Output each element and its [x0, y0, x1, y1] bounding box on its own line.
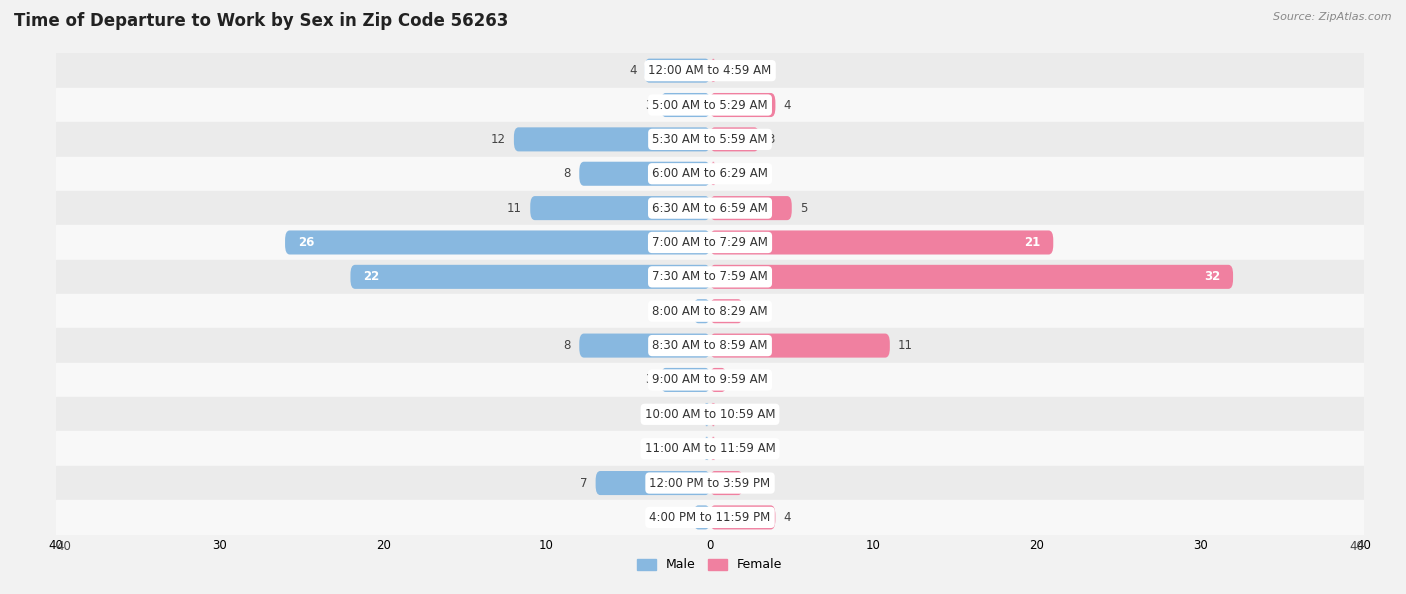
Bar	[56, 363, 1364, 397]
FancyBboxPatch shape	[644, 59, 710, 83]
Text: 26: 26	[298, 236, 315, 249]
FancyBboxPatch shape	[710, 93, 776, 117]
Text: 4: 4	[783, 511, 792, 524]
Bar	[56, 431, 1364, 466]
Text: 40: 40	[1348, 540, 1364, 553]
Text: 1: 1	[678, 305, 686, 318]
Text: 40: 40	[56, 540, 72, 553]
FancyBboxPatch shape	[710, 334, 890, 358]
FancyBboxPatch shape	[710, 437, 717, 461]
Bar	[56, 53, 1364, 88]
Bar	[56, 225, 1364, 260]
Text: 8: 8	[564, 339, 571, 352]
Text: 4: 4	[628, 64, 637, 77]
Text: 11: 11	[508, 201, 522, 214]
FancyBboxPatch shape	[710, 505, 776, 529]
Text: 7:30 AM to 7:59 AM: 7:30 AM to 7:59 AM	[652, 270, 768, 283]
Text: Source: ZipAtlas.com: Source: ZipAtlas.com	[1274, 12, 1392, 22]
FancyBboxPatch shape	[579, 162, 710, 186]
Text: 12:00 PM to 3:59 PM: 12:00 PM to 3:59 PM	[650, 476, 770, 489]
Text: 32: 32	[1204, 270, 1220, 283]
Text: 1: 1	[734, 374, 742, 387]
Bar	[56, 260, 1364, 294]
FancyBboxPatch shape	[350, 265, 710, 289]
Text: 12:00 AM to 4:59 AM: 12:00 AM to 4:59 AM	[648, 64, 772, 77]
Text: 4:00 PM to 11:59 PM: 4:00 PM to 11:59 PM	[650, 511, 770, 524]
Text: 0: 0	[718, 408, 725, 421]
FancyBboxPatch shape	[710, 299, 742, 323]
Text: 2: 2	[751, 305, 758, 318]
Text: 9:00 AM to 9:59 AM: 9:00 AM to 9:59 AM	[652, 374, 768, 387]
FancyBboxPatch shape	[703, 402, 710, 426]
Text: 5:30 AM to 5:59 AM: 5:30 AM to 5:59 AM	[652, 133, 768, 146]
Text: 8:00 AM to 8:29 AM: 8:00 AM to 8:29 AM	[652, 305, 768, 318]
FancyBboxPatch shape	[703, 437, 710, 461]
FancyBboxPatch shape	[710, 127, 759, 151]
Bar	[56, 500, 1364, 535]
Bar	[56, 328, 1364, 363]
Text: 6:30 AM to 6:59 AM: 6:30 AM to 6:59 AM	[652, 201, 768, 214]
FancyBboxPatch shape	[693, 505, 710, 529]
FancyBboxPatch shape	[579, 334, 710, 358]
FancyBboxPatch shape	[285, 230, 710, 254]
FancyBboxPatch shape	[515, 127, 710, 151]
Legend: Male, Female: Male, Female	[633, 554, 787, 576]
Text: 0: 0	[695, 442, 702, 455]
Text: 7:00 AM to 7:29 AM: 7:00 AM to 7:29 AM	[652, 236, 768, 249]
FancyBboxPatch shape	[661, 93, 710, 117]
Text: Time of Departure to Work by Sex in Zip Code 56263: Time of Departure to Work by Sex in Zip …	[14, 12, 509, 30]
Bar	[56, 88, 1364, 122]
Text: 0: 0	[718, 168, 725, 180]
Text: 1: 1	[678, 511, 686, 524]
Bar	[56, 397, 1364, 431]
Text: 11: 11	[898, 339, 912, 352]
FancyBboxPatch shape	[693, 299, 710, 323]
Text: 8:30 AM to 8:59 AM: 8:30 AM to 8:59 AM	[652, 339, 768, 352]
Bar	[56, 122, 1364, 157]
Text: 22: 22	[364, 270, 380, 283]
FancyBboxPatch shape	[661, 368, 710, 392]
FancyBboxPatch shape	[596, 471, 710, 495]
Text: 3: 3	[768, 133, 775, 146]
Text: 6:00 AM to 6:29 AM: 6:00 AM to 6:29 AM	[652, 168, 768, 180]
FancyBboxPatch shape	[710, 368, 727, 392]
Bar	[56, 294, 1364, 328]
Text: 5: 5	[800, 201, 807, 214]
FancyBboxPatch shape	[710, 471, 742, 495]
Bar	[56, 466, 1364, 500]
Bar	[56, 157, 1364, 191]
Text: 8: 8	[564, 168, 571, 180]
Text: 7: 7	[579, 476, 588, 489]
FancyBboxPatch shape	[530, 196, 710, 220]
FancyBboxPatch shape	[710, 230, 1053, 254]
Text: 4: 4	[783, 99, 792, 112]
FancyBboxPatch shape	[710, 59, 717, 83]
Bar	[56, 191, 1364, 225]
Text: 2: 2	[751, 476, 758, 489]
FancyBboxPatch shape	[710, 402, 717, 426]
Text: 12: 12	[491, 133, 506, 146]
Text: 3: 3	[645, 374, 652, 387]
Text: 0: 0	[718, 442, 725, 455]
Text: 3: 3	[645, 99, 652, 112]
Text: 11:00 AM to 11:59 AM: 11:00 AM to 11:59 AM	[645, 442, 775, 455]
FancyBboxPatch shape	[710, 162, 717, 186]
FancyBboxPatch shape	[710, 265, 1233, 289]
Text: 10:00 AM to 10:59 AM: 10:00 AM to 10:59 AM	[645, 408, 775, 421]
Text: 0: 0	[718, 64, 725, 77]
FancyBboxPatch shape	[710, 196, 792, 220]
Text: 0: 0	[695, 408, 702, 421]
Text: 5:00 AM to 5:29 AM: 5:00 AM to 5:29 AM	[652, 99, 768, 112]
Text: 21: 21	[1024, 236, 1040, 249]
